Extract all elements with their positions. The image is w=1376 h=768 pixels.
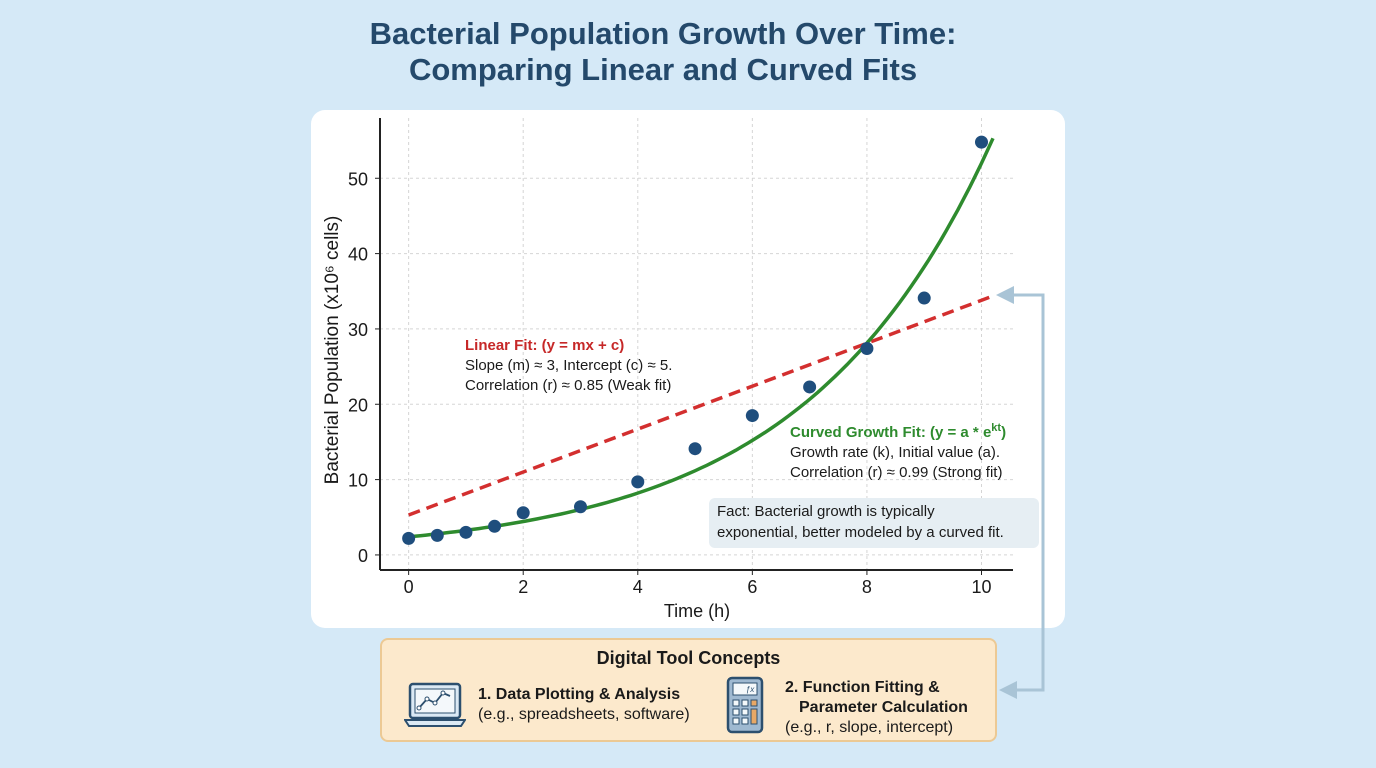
fact-callout: Fact: Bacterial growth is typically expo… bbox=[709, 498, 1039, 548]
arrow-head-top bbox=[996, 286, 1014, 304]
data-point bbox=[688, 442, 702, 456]
x-tick-label: 4 bbox=[633, 577, 643, 597]
fact-line-2: exponential, better modeled by a curved … bbox=[717, 524, 1004, 541]
tick-labels: 0 2 4 6 8 10 0 10 20 30 40 50 bbox=[348, 169, 992, 597]
curved-fit-heading-end: ) bbox=[1001, 424, 1007, 441]
curved-fit-heading-sup: kt bbox=[991, 422, 1002, 434]
axes bbox=[375, 118, 1013, 575]
data-point bbox=[974, 135, 988, 149]
connector-line bbox=[1010, 293, 1045, 692]
linear-fit-line-2: Correlation (r) ≈ 0.85 (Weak fit) bbox=[465, 377, 672, 394]
tool-item-plotting: 1. Data Plotting & Analysis (e.g., sprea… bbox=[478, 685, 690, 725]
x-tick-label: 0 bbox=[404, 577, 414, 597]
curved-fit-heading-text: Curved Growth Fit: (y = a * e bbox=[790, 424, 992, 441]
y-tick-label: 20 bbox=[348, 395, 368, 415]
linear-fit-line bbox=[408, 294, 994, 517]
data-point bbox=[402, 531, 416, 545]
data-point bbox=[459, 525, 473, 539]
data-point bbox=[631, 475, 645, 489]
digital-tools-box: Digital Tool Concepts 1. Data Plotting &… bbox=[380, 638, 997, 742]
y-tick-label: 40 bbox=[348, 245, 368, 265]
title-line-2: Comparing Linear and Curved Fits bbox=[408, 52, 918, 87]
y-tick-label: 30 bbox=[348, 320, 368, 340]
fit-lines bbox=[408, 137, 995, 539]
data-point bbox=[573, 500, 587, 514]
data-point bbox=[917, 291, 931, 305]
x-axis-label: Time (h) bbox=[664, 601, 730, 621]
x-tick-label: 8 bbox=[862, 577, 872, 597]
tool-plotting-title: 1. Data Plotting & Analysis bbox=[478, 686, 681, 703]
x-tick-label: 6 bbox=[747, 577, 757, 597]
fact-line-1: Fact: Bacterial growth is typically bbox=[717, 503, 935, 520]
data-point bbox=[488, 519, 502, 533]
y-tick-label: 0 bbox=[358, 546, 368, 566]
data-point bbox=[516, 506, 530, 520]
linear-fit-heading: Linear Fit: (y = mx + c) bbox=[465, 337, 625, 354]
y-axis-label: Bacterial Population (x10⁶ cells) bbox=[322, 216, 343, 485]
calculator-icon: ƒx bbox=[726, 676, 764, 734]
laptop-chart-icon bbox=[404, 682, 466, 727]
data-point bbox=[860, 342, 874, 356]
data-point bbox=[803, 380, 817, 394]
data-point bbox=[430, 528, 444, 542]
svg-text:ƒx: ƒx bbox=[746, 685, 755, 694]
curved-fit-annotation: Curved Growth Fit: (y = a * ekt) Growth … bbox=[790, 418, 1006, 483]
tool-fitting-title-2: Parameter Calculation bbox=[799, 699, 968, 716]
tool-item-fitting: 2. Function Fitting & Parameter Calculat… bbox=[785, 678, 968, 738]
tool-fitting-subtitle: (e.g., r, slope, intercept) bbox=[785, 719, 954, 736]
x-tick-label: 10 bbox=[971, 577, 991, 597]
linear-fit-annotation: Linear Fit: (y = mx + c) Slope (m) ≈ 3, … bbox=[465, 336, 672, 396]
data-point bbox=[745, 409, 759, 423]
tool-plotting-subtitle: (e.g., spreadsheets, software) bbox=[478, 706, 690, 723]
y-tick-label: 50 bbox=[348, 169, 368, 189]
linear-fit-line-1: Slope (m) ≈ 3, Intercept (c) ≈ 5. bbox=[465, 357, 673, 374]
title-line-1: Bacterial Population Growth Over Time: bbox=[369, 16, 957, 51]
connector-arrow bbox=[996, 286, 1045, 699]
curved-fit-heading: Curved Growth Fit: (y = a * ekt) bbox=[790, 418, 1006, 443]
data-points bbox=[402, 135, 988, 545]
curved-fit-line-2: Correlation (r) ≈ 0.99 (Strong fit) bbox=[790, 464, 1003, 481]
exponential-fit-curve bbox=[408, 137, 995, 539]
x-tick-label: 2 bbox=[518, 577, 528, 597]
arrow-head-bottom bbox=[999, 681, 1017, 699]
tool-fitting-title-1: 2. Function Fitting & bbox=[785, 679, 940, 696]
page-title: Bacterial Population Growth Over Time: C… bbox=[0, 16, 1326, 88]
curved-fit-line-1: Growth rate (k), Initial value (a). bbox=[790, 444, 1001, 461]
tools-heading: Digital Tool Concepts bbox=[596, 648, 781, 668]
y-tick-label: 10 bbox=[348, 471, 368, 491]
